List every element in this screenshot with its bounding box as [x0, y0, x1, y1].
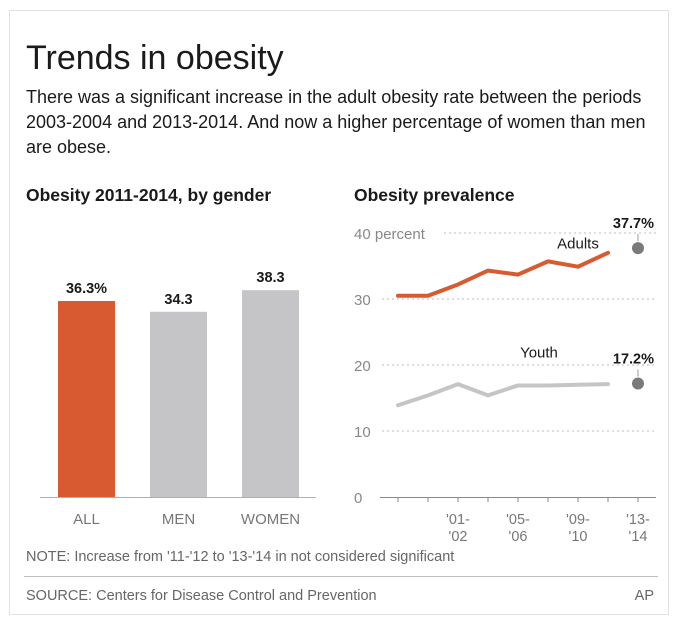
graphic-frame [9, 10, 669, 615]
series-end-label: 17.2% [613, 351, 654, 367]
bar-men [150, 311, 207, 497]
y-tick-label: 20 [354, 358, 371, 375]
bar-value-label: 38.3 [256, 270, 284, 286]
y-tick-label: 10 [354, 424, 371, 441]
x-tick-label: '10 [569, 529, 588, 545]
source-text: SOURCE: Centers for Disease Control and … [26, 588, 377, 604]
x-tick-label: '06 [509, 529, 528, 545]
series-line-youth [396, 382, 610, 408]
series-name-label: Youth [520, 344, 558, 361]
bar-category-label: MEN [162, 511, 195, 528]
credit-text: AP [634, 588, 654, 604]
series-end-marker [632, 377, 644, 390]
bar-category-label: ALL [73, 511, 100, 528]
series-name-label: Adults [557, 236, 599, 253]
bar-women [242, 290, 299, 497]
line-chart-title: Obesity prevalence [354, 185, 515, 205]
y-tick-label: 0 [354, 490, 362, 507]
y-tick-label: 40 percent [354, 226, 426, 243]
page-subtitle: There was a significant increase in the … [26, 87, 646, 157]
series-line-adults [396, 250, 610, 298]
series-end-marker [632, 242, 644, 255]
bar-value-label: 34.3 [164, 292, 192, 308]
x-tick-label: '02 [449, 529, 468, 545]
divider [24, 576, 658, 577]
bar-category-label: WOMEN [241, 511, 300, 528]
x-tick-label: '09- [566, 512, 590, 528]
bar-all [58, 300, 115, 497]
x-tick-label: '05- [506, 512, 530, 528]
chart-note: NOTE: Increase from '11-'12 to '13-'14 i… [26, 549, 455, 565]
x-tick-label: '01- [446, 512, 470, 528]
page-title: Trends in obesity [26, 39, 284, 77]
series-end-label: 37.7% [613, 216, 654, 232]
x-tick-label: '13- [626, 512, 650, 528]
bar-value-label: 36.3% [66, 281, 107, 297]
y-tick-label: 30 [354, 292, 371, 309]
x-tick-label: '14 [629, 529, 648, 545]
bar-chart-title: Obesity 2011-2014, by gender [26, 185, 272, 205]
